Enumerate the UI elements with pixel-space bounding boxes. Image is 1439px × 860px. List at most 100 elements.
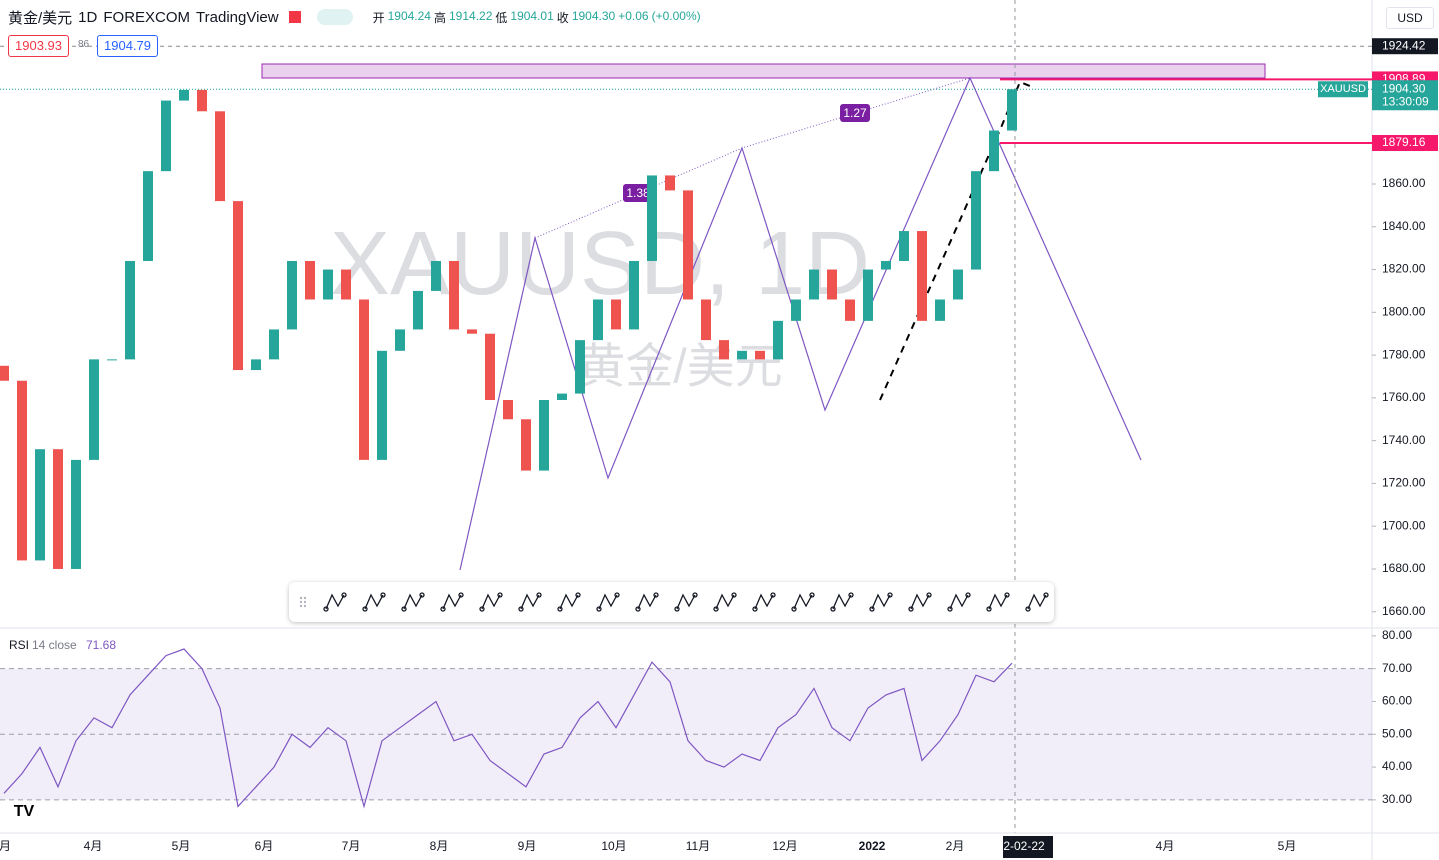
candle-body (719, 340, 729, 360)
tv-logo[interactable]: TV (14, 803, 35, 820)
x-tick-label: 4月 (1156, 839, 1175, 853)
y-tick-label: 70.00 (1382, 661, 1412, 675)
tool-icon[interactable] (635, 592, 659, 612)
candle-body (971, 171, 981, 270)
tool-icon[interactable] (1025, 592, 1049, 612)
candle-body (953, 269, 963, 300)
header: 黄金/美元 1D FOREXCOM TradingView 开 1904.24 高… (0, 0, 701, 34)
countdown: 13:30:09 (1382, 94, 1429, 108)
tool-icon[interactable] (830, 592, 854, 612)
ratio-box (623, 184, 653, 202)
high-label: 高 (433, 10, 446, 25)
change: +0.06 (618, 8, 649, 23)
rsi-title: RSI (9, 638, 29, 652)
candle-body (431, 260, 441, 291)
tool-icon[interactable] (752, 592, 776, 612)
y-tick-label: 1720.00 (1382, 476, 1426, 490)
spread: 86 (78, 39, 90, 50)
x-tick-label: 5月 (1278, 839, 1297, 853)
crosshair-date-box (1003, 836, 1053, 858)
candle-body (917, 231, 927, 321)
y-tick-label: 1780.00 (1382, 347, 1426, 361)
tool-icon[interactable] (362, 592, 386, 612)
candle-body (665, 175, 675, 191)
open: 1904.24 (387, 8, 431, 23)
symbol[interactable]: 黄金/美元 (8, 9, 73, 27)
drag-handle[interactable] (299, 596, 307, 608)
candle-body (701, 299, 711, 341)
ohlc: 开 1904.24 高 1914.22 低 1904.01 收 1904.30 +0.0… (373, 9, 701, 26)
candle-body (323, 269, 333, 300)
x-tick-label: 2月 (946, 839, 965, 853)
change-pct: (+0.00%) (651, 8, 701, 23)
x-tick-label: 4月 (84, 839, 103, 853)
last-price-label: 1904.30 (1382, 81, 1426, 95)
candle-body (503, 400, 513, 420)
candle-body (17, 380, 27, 561)
tool-icon[interactable] (986, 592, 1010, 612)
tool-icon[interactable] (323, 592, 347, 612)
candle-body (899, 231, 909, 261)
candle-body (161, 100, 171, 172)
candle-body (413, 290, 423, 330)
y-tick-label: 80.00 (1382, 628, 1412, 642)
candle-body (467, 329, 477, 334)
currency[interactable]: USD (1386, 7, 1434, 29)
candle-body (611, 299, 621, 330)
candle-body (863, 269, 873, 321)
candle-body (287, 260, 297, 330)
y-tick-label: 50.00 (1382, 726, 1412, 740)
tool-icon[interactable] (479, 592, 503, 612)
crosshair-date: 2022-02-22 (983, 839, 1045, 853)
zone-rect (261, 63, 1266, 79)
last-price-box (1372, 80, 1438, 111)
candle-body (0, 365, 9, 381)
rsi-line (3, 648, 1013, 809)
candle-body (755, 350, 765, 360)
tool-icon[interactable] (713, 592, 737, 612)
open-label: 开 (372, 10, 385, 25)
tool-icon[interactable] (518, 592, 542, 612)
drawing-toolbar (289, 582, 1054, 622)
tool-icon[interactable] (791, 592, 815, 612)
level-label: 1879.16 (1382, 135, 1426, 149)
market-status[interactable] (316, 9, 353, 25)
sell-button[interactable]: 1903.93 (8, 35, 69, 57)
x-tick-label: 8月 (430, 839, 449, 853)
level-box (1372, 38, 1438, 55)
y-tick-label: 1860.00 (1382, 176, 1426, 190)
buy-button[interactable]: 1904.79 (97, 35, 158, 57)
x-tick-label: 5月 (172, 839, 191, 853)
tool-icon[interactable] (908, 592, 932, 612)
tool-icon[interactable] (869, 592, 893, 612)
symbol-box (1318, 81, 1368, 98)
rsi-pane (0, 628, 1372, 833)
flag[interactable] (288, 11, 301, 23)
x-tick-label: 6月 (255, 839, 274, 853)
candle-body (449, 260, 459, 330)
tool-icon[interactable] (947, 592, 971, 612)
y-tick-label: 40.00 (1382, 759, 1412, 773)
tool-icon[interactable] (440, 592, 464, 612)
ratio-line (534, 77, 971, 239)
drawings: 1.38 1.27 (261, 63, 1266, 571)
low: 1904.01 (510, 8, 554, 23)
interval[interactable]: 1D (78, 8, 98, 26)
candle-body (521, 419, 531, 471)
candle-body (395, 329, 405, 351)
tool-icon[interactable] (401, 592, 425, 612)
tool-icon[interactable] (674, 592, 698, 612)
candle-body (881, 260, 891, 270)
tool-icon[interactable] (596, 592, 620, 612)
tool-icon[interactable] (557, 592, 581, 612)
candle-body (341, 269, 351, 300)
candle-body (215, 111, 225, 202)
low-label: 低 (495, 10, 508, 25)
y-tick-label: 1700.00 (1382, 518, 1426, 532)
y-tick-label: 1740.00 (1382, 433, 1426, 447)
trend-line (879, 80, 1031, 401)
candle-body (629, 260, 639, 330)
x-tick-label: 12月 (772, 839, 797, 853)
